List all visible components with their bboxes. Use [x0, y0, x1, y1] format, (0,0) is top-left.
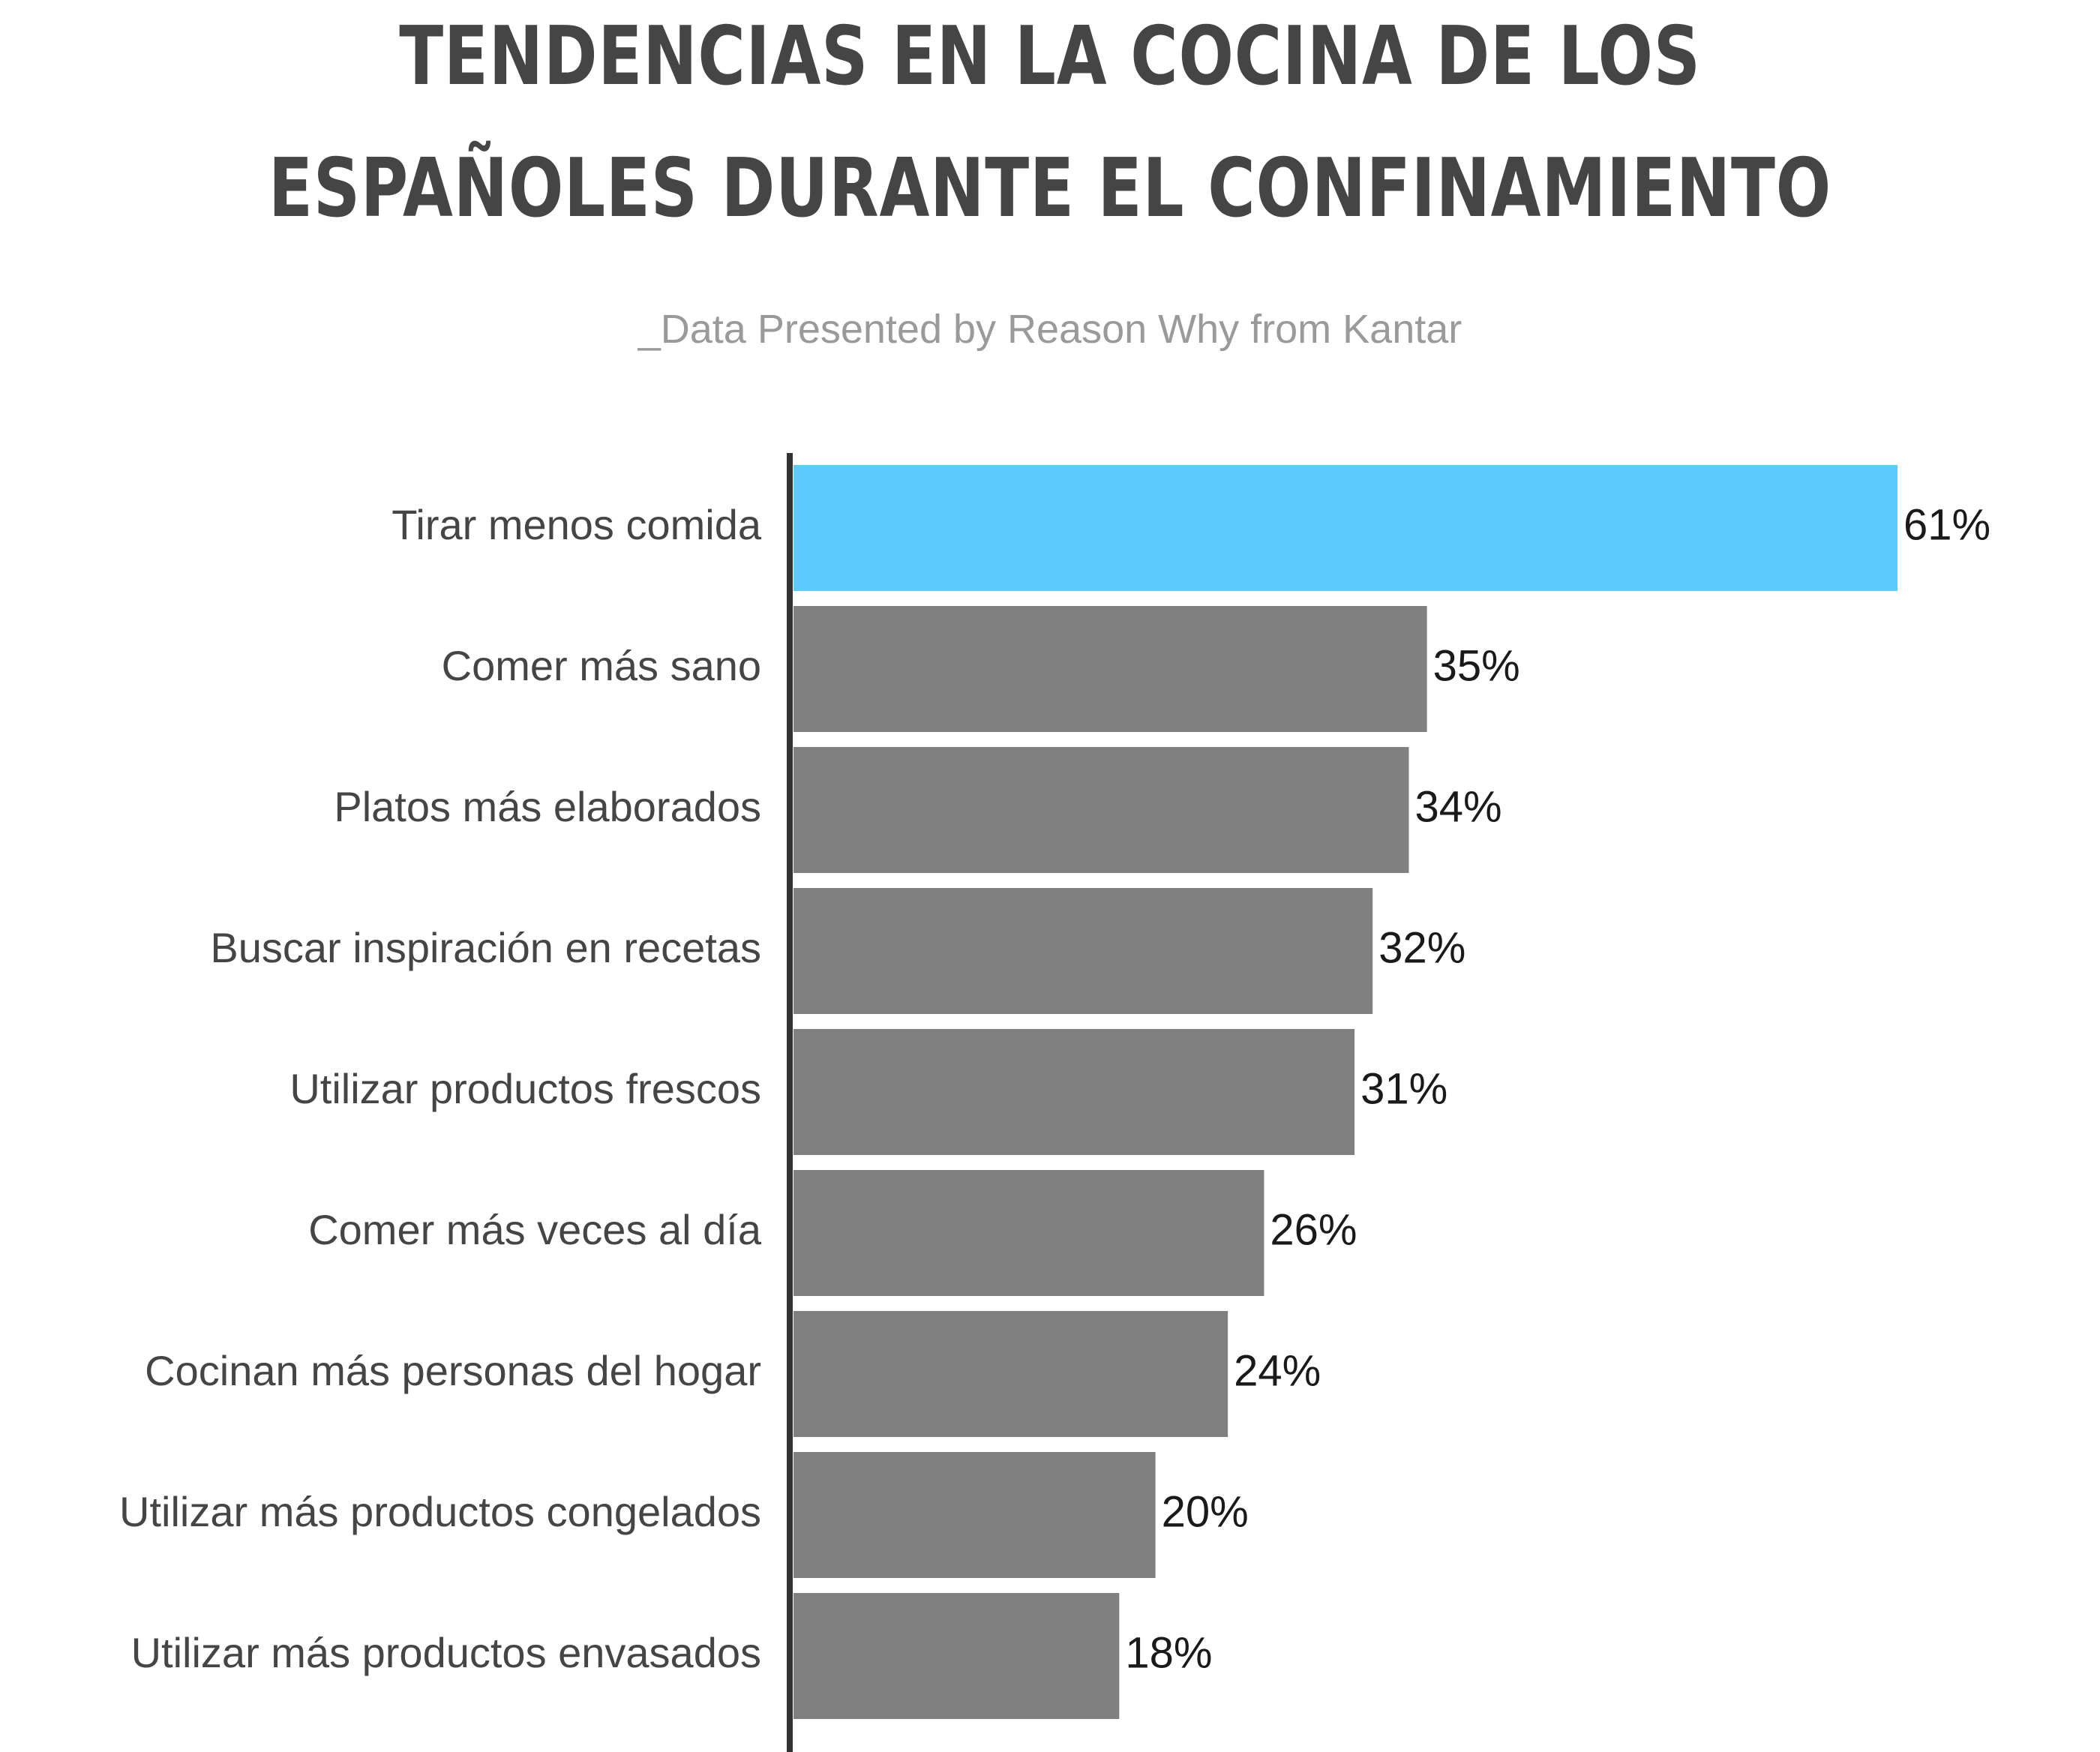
value-label-7: 24%: [1234, 1346, 1321, 1395]
value-label-6: 26%: [1270, 1205, 1357, 1254]
bar-5: [794, 1029, 1355, 1155]
category-label-9: Utilizar más productos envasados: [131, 1629, 761, 1676]
bar-1: [794, 465, 1898, 591]
value-label-1: 61%: [1904, 500, 1990, 549]
chart-title-line-1: TENDENCIAS EN LA COCINA DE LOS: [399, 10, 1701, 104]
value-label-8: 20%: [1162, 1487, 1249, 1536]
category-label-3: Platos más elaborados: [334, 783, 761, 830]
bar-7: [794, 1311, 1228, 1437]
category-label-5: Utilizar productos frescos: [290, 1065, 761, 1112]
category-label-4: Buscar inspiración en recetas: [210, 924, 761, 971]
chart-subtitle: _Data Presented by Reason Why from Kanta…: [638, 307, 1462, 352]
bar-9: [794, 1593, 1120, 1719]
value-label-9: 18%: [1125, 1628, 1212, 1677]
value-label-3: 34%: [1414, 782, 1502, 831]
bar-4: [794, 888, 1373, 1014]
chart-title-line-2: ESPAÑOLES DURANTE EL CONFINAMIENTO: [268, 142, 1832, 236]
category-label-6: Comer más veces al día: [308, 1206, 762, 1253]
bar-8: [794, 1452, 1156, 1578]
category-label-7: Cocinan más personas del hogar: [145, 1347, 761, 1394]
value-label-2: 35%: [1433, 641, 1520, 690]
value-label-4: 32%: [1378, 923, 1466, 972]
bar-6: [794, 1170, 1264, 1296]
category-label-2: Comer más sano: [442, 642, 761, 689]
category-label-1: Tirar menos comida: [392, 501, 762, 548]
bar-2: [794, 606, 1427, 732]
bar-3: [794, 747, 1409, 873]
value-label-5: 31%: [1360, 1064, 1448, 1113]
category-label-8: Utilizar más productos congelados: [119, 1488, 761, 1535]
bars-group: Tirar menos comida 61% Comer más sano 35% Pl…: [119, 465, 1990, 1719]
